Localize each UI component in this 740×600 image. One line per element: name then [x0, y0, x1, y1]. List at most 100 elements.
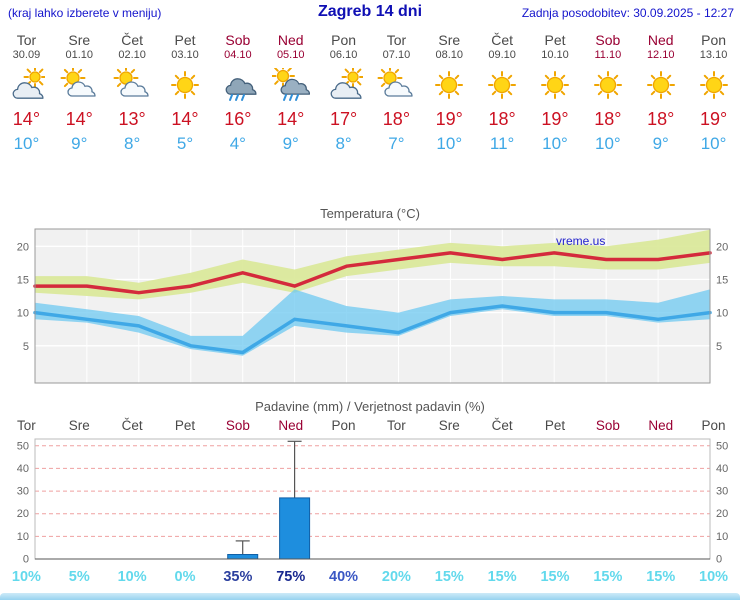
sunny-icon — [476, 68, 529, 108]
high-temp: 19° — [541, 109, 569, 129]
rain-sun-icon — [264, 64, 317, 108]
high-temp: 14° — [277, 109, 305, 129]
precip-day-label: Čet — [121, 418, 143, 433]
day-date: 11.10 — [594, 49, 622, 61]
low-temp: 11° — [489, 134, 515, 153]
svg-text:10: 10 — [716, 308, 728, 320]
svg-text:10: 10 — [716, 531, 728, 543]
forecast-day: Pet 03.10 14° 5° — [159, 32, 212, 154]
probability-value: 0% — [174, 569, 196, 585]
low-temp: 4° — [229, 134, 246, 153]
day-date: 08.10 — [435, 49, 464, 61]
day-name: Sre — [438, 32, 461, 48]
day-name: Sre — [68, 32, 91, 48]
day-name: Čet — [491, 32, 514, 48]
sunny-icon — [423, 68, 476, 108]
precip-day-label: Čet — [491, 418, 513, 433]
day-name: Pon — [331, 32, 357, 48]
location-hint: (kraj lahko izberete v meniju) — [8, 6, 162, 20]
forecast-strip: Tor 30.09 14° 10° Sre 01.10 14° 9° Čet 02.10 13° 8°… — [0, 32, 740, 154]
precip-day-label: Sre — [438, 418, 460, 433]
forecast-day: Pon 13.10 19° 10° — [687, 32, 740, 154]
high-temp: 19° — [435, 109, 463, 129]
low-temp: 7° — [388, 134, 405, 153]
precip-day-label: Sob — [595, 418, 620, 433]
forecast-day: Pet 10.10 19° 10° — [529, 32, 582, 154]
partly-icon — [53, 65, 106, 108]
day-name: Ned — [277, 32, 304, 48]
forecast-day: Čet 09.10 18° 11° — [476, 32, 529, 154]
low-temp: 9° — [652, 134, 669, 153]
svg-text:30: 30 — [716, 486, 728, 498]
probability-value: 35% — [223, 569, 253, 585]
sunny-icon — [529, 68, 582, 108]
day-name: Pet — [174, 32, 196, 48]
svg-text:15: 15 — [716, 274, 728, 286]
day-date: 05.10 — [276, 49, 305, 61]
precip-day-label: Sob — [225, 418, 250, 433]
last-updated: Zadnja posodobitev: 30.09.2025 - 12:27 — [521, 6, 734, 20]
probability-value: 15% — [540, 569, 570, 585]
svg-text:5: 5 — [23, 341, 29, 353]
day-date: 07.10 — [382, 49, 411, 61]
page-title: Zagreb 14 dni — [317, 3, 423, 20]
forecast-day: Sob 04.10 16° 4° — [211, 32, 264, 154]
precip-day-label: Sre — [68, 418, 90, 433]
day-name: Tor — [16, 32, 37, 48]
day-name: Sob — [595, 32, 621, 48]
low-temp: 10° — [700, 134, 727, 153]
probability-row: 10% 5% 10% 0% 35% 75% 40% 20% 15% 15% 15% 15% 15% 10% — [0, 569, 740, 585]
svg-text:40: 40 — [17, 463, 29, 475]
high-temp: 14° — [12, 109, 41, 129]
sunny-icon — [634, 68, 687, 108]
precip-day-label: Ned — [278, 418, 304, 433]
partly-icon — [106, 65, 159, 108]
sunny-icon — [687, 68, 740, 108]
page: (kraj lahko izberete v meniju) Zagreb 14… — [0, 3, 740, 600]
forecast-day: Tor 07.10 18° 7° — [370, 32, 423, 154]
precip-day-label: Tor — [17, 418, 36, 433]
svg-text:20: 20 — [17, 508, 29, 520]
forecast-day: Pon 06.10 17° 8° — [317, 32, 370, 154]
precip-day-label: Pet — [174, 418, 196, 433]
precip-day-label: Pet — [544, 418, 566, 433]
probability-value: 20% — [381, 569, 411, 585]
high-temp: 14° — [171, 109, 199, 129]
probability-value: 10% — [11, 569, 41, 585]
svg-text:50: 50 — [716, 440, 728, 452]
high-temp: 14° — [65, 109, 93, 129]
sunny-icon — [159, 68, 212, 108]
temperature-section: Temperatura (°C) 5 5 10 10 15 15 20 20 vreme.us — [0, 206, 740, 394]
forecast-day: Ned 12.10 18° 9° — [634, 32, 687, 154]
watermark-link[interactable]: vreme.us — [556, 234, 606, 248]
day-date: 03.10 — [171, 49, 199, 61]
day-date: 30.09 — [12, 49, 41, 61]
svg-text:10: 10 — [17, 308, 29, 320]
precip-day-label: Tor — [387, 418, 406, 433]
probability-value: 15% — [646, 569, 676, 585]
forecast-day: Ned 05.10 14° 9° — [264, 32, 317, 154]
temperature-chart-title: Temperatura (°C) — [320, 206, 420, 221]
sunny-icon — [581, 68, 634, 108]
forecast-day: Čet 02.10 13° 8° — [106, 32, 159, 154]
svg-text:30: 30 — [17, 486, 29, 498]
high-temp: 19° — [699, 109, 728, 129]
high-temp: 16° — [224, 109, 252, 129]
high-temp: 17° — [329, 109, 358, 129]
high-temp: 18° — [647, 109, 675, 129]
mostly-cloudy-icon — [317, 65, 370, 108]
temperature-chart: 5 5 10 10 15 15 20 20 — [17, 228, 728, 384]
probability-value: 75% — [276, 569, 306, 585]
mostly-cloudy-icon — [0, 65, 53, 108]
forecast-day: Sre 01.10 14° 9° — [53, 32, 106, 154]
day-date: 09.10 — [488, 49, 516, 61]
probability-value: 10% — [117, 569, 147, 585]
precipitation-chart-title: Padavine (mm) / Verjetnost padavin (%) — [255, 399, 485, 414]
probability-value: 40% — [329, 569, 359, 585]
day-name: Ned — [647, 32, 674, 48]
precipitation-section: Padavine (mm) / Verjetnost padavin (%) T… — [0, 399, 740, 585]
day-name: Pon — [701, 32, 727, 48]
svg-text:20: 20 — [716, 508, 728, 520]
day-date: 01.10 — [65, 49, 94, 61]
low-temp: 10° — [13, 134, 40, 153]
